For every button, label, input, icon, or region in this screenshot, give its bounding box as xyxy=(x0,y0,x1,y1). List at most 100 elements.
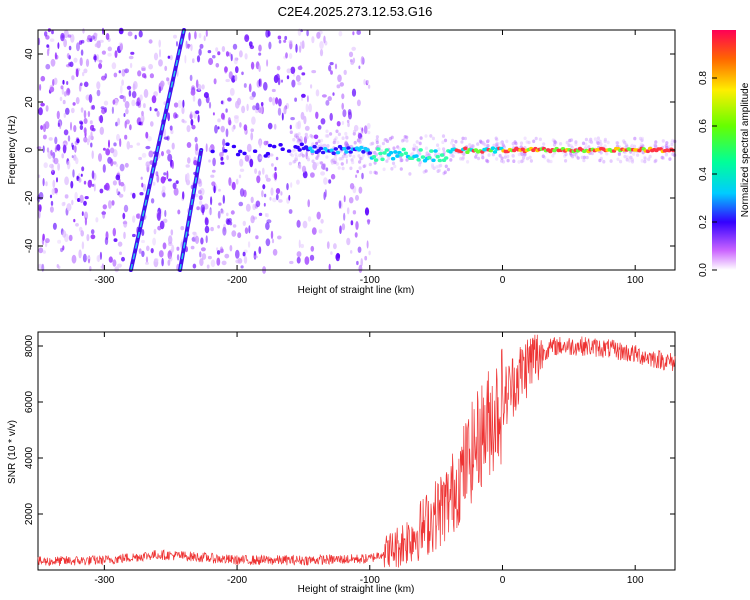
spectrogram-cell xyxy=(261,190,264,198)
spectrogram-cell xyxy=(354,232,358,238)
spectrogram-cell xyxy=(322,143,327,148)
spectrogram-cell xyxy=(118,27,124,35)
spectrogram-cell xyxy=(305,135,309,140)
spectrogram-cell xyxy=(441,140,445,144)
spectrogram-cell xyxy=(87,110,91,118)
spectrogram-cell xyxy=(156,212,161,221)
spectrogram-cell xyxy=(66,87,71,96)
spectrogram-cell xyxy=(226,219,231,226)
spectrogram-cell xyxy=(192,94,196,102)
spectrogram-cell xyxy=(336,121,341,127)
spectrogram-cell xyxy=(353,140,357,145)
spectrogram-cell xyxy=(187,44,191,47)
spectrogram-cell xyxy=(310,172,315,178)
spectrogram-cell xyxy=(239,50,243,58)
spectrogram-cell xyxy=(350,220,354,226)
spectrogram-cell xyxy=(93,32,98,37)
spectrogram-cell xyxy=(494,142,499,147)
spectrogram-cell xyxy=(233,115,239,119)
spectrogram-cell xyxy=(311,36,315,44)
spectrogram-cell xyxy=(301,40,305,50)
spectrogram-cell xyxy=(195,110,200,115)
spectrogram-cell xyxy=(200,247,206,252)
spectrogram-cell xyxy=(263,202,266,207)
spectrogram-cell xyxy=(388,136,392,141)
spectrogram-cell xyxy=(90,131,93,140)
spectrogram-cell xyxy=(142,183,147,192)
spectrogram-cell xyxy=(289,260,294,265)
spectrogram-cell xyxy=(182,191,185,200)
spectrogram-cell xyxy=(76,138,80,144)
spectrogram-cell xyxy=(173,34,177,39)
spectrogram-cell xyxy=(629,155,633,160)
spectrogram-cell xyxy=(56,110,60,120)
spectrogram-cell xyxy=(236,97,242,106)
spectrogram-cell xyxy=(244,53,248,60)
spectrogram-cell xyxy=(168,235,173,245)
spectrogram-cell xyxy=(322,166,326,170)
spectrogram-cell xyxy=(195,143,199,152)
spectrogram-cell xyxy=(164,209,167,218)
spectrogram-cell xyxy=(166,135,170,141)
spectrogram-cell xyxy=(36,146,42,150)
spectrogram-cell xyxy=(291,149,295,153)
spectrogram-cell xyxy=(487,153,491,157)
spectrogram-cell xyxy=(185,40,188,49)
spectrogram-cell xyxy=(107,52,112,57)
spectrogram-cell xyxy=(570,145,574,150)
spectrogram-cell xyxy=(173,102,179,108)
spectrogram-cell xyxy=(173,187,179,196)
spectrogram-cell xyxy=(200,204,206,214)
spectrogram-cell xyxy=(361,153,365,158)
spectrogram-cell xyxy=(324,134,328,138)
spectrogram-cell xyxy=(272,197,277,203)
spectrogram-cell xyxy=(263,81,268,91)
spectrogram-cell xyxy=(330,161,335,165)
spectrogram-cell xyxy=(277,235,282,240)
spectrogram-cell xyxy=(541,154,545,158)
spectrogram-cell xyxy=(68,62,72,67)
spectrogram-cell xyxy=(305,103,309,113)
snr-x-ticks: -300 -200 -100 0 100 xyxy=(94,332,644,586)
spectrogram-cell xyxy=(258,170,261,176)
spectrogram-cell xyxy=(146,245,150,252)
spectrogram-y-tick-label: -40 xyxy=(24,238,35,253)
spectrogram-cell xyxy=(391,161,396,166)
spectrogram-cell xyxy=(94,43,99,48)
spectrogram-cell xyxy=(197,114,200,123)
spectrogram-cell xyxy=(94,55,97,63)
spectrogram-cell xyxy=(258,64,261,72)
colorbar-tick-label: 0.8 xyxy=(698,71,709,85)
spectrogram-cell xyxy=(380,157,385,162)
spectrogram-cell xyxy=(294,97,297,102)
spectrogram-cell xyxy=(130,51,135,55)
spectrogram-cell xyxy=(186,142,192,148)
spectrogram-cell xyxy=(190,118,194,126)
spectrogram-cell xyxy=(244,154,250,162)
spectrogram-cell xyxy=(630,143,634,148)
spectrogram-cell xyxy=(49,163,54,169)
spectrogram-cell xyxy=(316,211,321,220)
spectrogram-cell xyxy=(126,141,131,150)
spectrogram-cell xyxy=(645,149,651,154)
spectrogram-cell xyxy=(412,143,416,148)
spectrogram-cell xyxy=(358,140,362,144)
spectrogram-cell xyxy=(237,232,242,239)
spectrogram-cell xyxy=(205,235,208,244)
spectrogram-cell xyxy=(82,28,85,34)
spectrogram-cell xyxy=(491,152,495,157)
spectrogram-cell xyxy=(343,212,346,221)
spectrogram-cell xyxy=(79,57,83,66)
spectrogram-cell xyxy=(82,253,87,263)
spectrogram-x-tick-label: -300 xyxy=(94,275,114,286)
spectrogram-cell xyxy=(132,215,136,223)
spectrogram-cell xyxy=(313,134,319,140)
spectrogram-cell xyxy=(323,177,328,185)
spectrogram-cell xyxy=(191,124,196,130)
spectrogram-cell xyxy=(83,127,87,134)
spectrogram-cell xyxy=(451,154,455,158)
snr-y-tick-label: 2000 xyxy=(24,502,35,525)
spectrogram-cell xyxy=(117,241,123,247)
spectrogram-cell xyxy=(385,139,390,143)
spectrogram-cell xyxy=(138,30,143,38)
